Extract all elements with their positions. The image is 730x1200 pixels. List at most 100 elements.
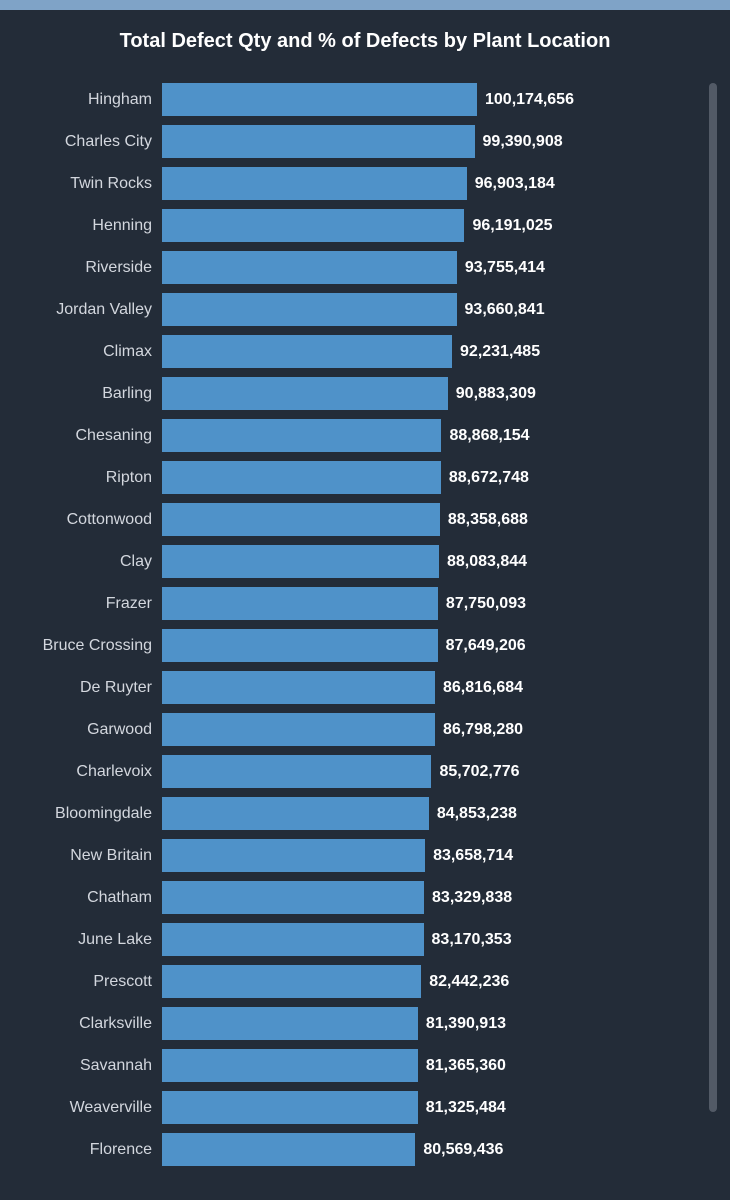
bar-track: 96,191,025 (162, 209, 698, 242)
bar-category-label: Clay (12, 553, 162, 571)
bar-fill[interactable]: 93,755,414 (162, 251, 457, 284)
bar-track: 99,390,908 (162, 125, 698, 158)
bar-row: Florence80,569,436 (12, 1133, 698, 1166)
bar-row: Prescott82,442,236 (12, 965, 698, 998)
bar-value-label: 83,170,353 (424, 931, 512, 949)
bar-row: Ripton88,672,748 (12, 461, 698, 494)
bar-fill[interactable]: 92,231,485 (162, 335, 452, 368)
bar-fill[interactable]: 96,903,184 (162, 167, 467, 200)
bar-track: 88,672,748 (162, 461, 698, 494)
bar-value-label: 81,390,913 (418, 1015, 506, 1033)
bar-row: Twin Rocks96,903,184 (12, 167, 698, 200)
bar-row: Clay88,083,844 (12, 545, 698, 578)
bar-category-label: Charles City (12, 133, 162, 151)
bar-list: Hingham100,174,656Charles City99,390,908… (12, 83, 698, 1166)
bar-track: 92,231,485 (162, 335, 698, 368)
bar-row: Bruce Crossing87,649,206 (12, 629, 698, 662)
bar-value-label: 84,853,238 (429, 805, 517, 823)
bar-value-label: 96,191,025 (464, 217, 552, 235)
bar-value-label: 92,231,485 (452, 343, 540, 361)
bar-value-label: 99,390,908 (475, 133, 563, 151)
scrollbar-thumb[interactable] (709, 83, 717, 1112)
bar-track: 93,755,414 (162, 251, 698, 284)
bar-fill[interactable]: 83,329,838 (162, 881, 424, 914)
bar-fill[interactable]: 86,798,280 (162, 713, 435, 746)
bar-value-label: 82,442,236 (421, 973, 509, 991)
bar-fill[interactable]: 82,442,236 (162, 965, 421, 998)
chart-panel: Total Defect Qty and % of Defects by Pla… (0, 10, 730, 1166)
bar-track: 81,365,360 (162, 1049, 698, 1082)
bar-fill[interactable]: 93,660,841 (162, 293, 457, 326)
bar-row: Chatham83,329,838 (12, 881, 698, 914)
bar-category-label: Ripton (12, 469, 162, 487)
bar-track: 87,649,206 (162, 629, 698, 662)
bar-fill[interactable]: 96,191,025 (162, 209, 464, 242)
bar-category-label: Savannah (12, 1057, 162, 1075)
bar-fill[interactable]: 88,358,688 (162, 503, 440, 536)
bar-value-label: 87,750,093 (438, 595, 526, 613)
bar-value-label: 86,816,684 (435, 679, 523, 697)
bar-row: Bloomingdale84,853,238 (12, 797, 698, 830)
bar-category-label: Chesaning (12, 427, 162, 445)
bar-category-label: Henning (12, 217, 162, 235)
bar-category-label: Twin Rocks (12, 175, 162, 193)
bar-fill[interactable]: 84,853,238 (162, 797, 429, 830)
bar-value-label: 86,798,280 (435, 721, 523, 739)
scrollbar[interactable] (708, 83, 718, 1166)
bar-fill[interactable]: 83,170,353 (162, 923, 424, 956)
bar-value-label: 81,365,360 (418, 1057, 506, 1075)
bar-value-label: 88,868,154 (441, 427, 529, 445)
bar-row: Savannah81,365,360 (12, 1049, 698, 1082)
bar-value-label: 93,755,414 (457, 259, 545, 277)
bar-category-label: Prescott (12, 973, 162, 991)
bar-fill[interactable]: 88,083,844 (162, 545, 439, 578)
bar-category-label: De Ruyter (12, 679, 162, 697)
bar-track: 86,816,684 (162, 671, 698, 704)
bar-value-label: 85,702,776 (431, 763, 519, 781)
bar-fill[interactable]: 90,883,309 (162, 377, 448, 410)
bar-fill[interactable]: 81,390,913 (162, 1007, 418, 1040)
bar-fill[interactable]: 81,365,360 (162, 1049, 418, 1082)
bar-track: 84,853,238 (162, 797, 698, 830)
bar-track: 87,750,093 (162, 587, 698, 620)
bar-fill[interactable]: 85,702,776 (162, 755, 431, 788)
bar-fill[interactable]: 87,649,206 (162, 629, 438, 662)
bar-track: 80,569,436 (162, 1133, 698, 1166)
bar-category-label: Barling (12, 385, 162, 403)
bar-fill[interactable]: 99,390,908 (162, 125, 475, 158)
bar-category-label: June Lake (12, 931, 162, 949)
bar-value-label: 100,174,656 (477, 91, 574, 109)
bar-value-label: 88,083,844 (439, 553, 527, 571)
bar-category-label: Frazer (12, 595, 162, 613)
bar-value-label: 87,649,206 (438, 637, 526, 655)
bar-category-label: Weaverville (12, 1099, 162, 1117)
bar-track: 100,174,656 (162, 83, 698, 116)
bar-fill[interactable]: 88,672,748 (162, 461, 441, 494)
bar-value-label: 88,358,688 (440, 511, 528, 529)
bar-fill[interactable]: 86,816,684 (162, 671, 435, 704)
bar-fill[interactable]: 100,174,656 (162, 83, 477, 116)
bar-fill[interactable]: 83,658,714 (162, 839, 425, 872)
bar-track: 83,170,353 (162, 923, 698, 956)
bar-fill[interactable]: 88,868,154 (162, 419, 441, 452)
bar-row: Frazer87,750,093 (12, 587, 698, 620)
bar-value-label: 96,903,184 (467, 175, 555, 193)
bar-category-label: Clarksville (12, 1015, 162, 1033)
bar-row: Henning96,191,025 (12, 209, 698, 242)
bar-value-label: 80,569,436 (415, 1141, 503, 1159)
bar-row: Jordan Valley93,660,841 (12, 293, 698, 326)
bar-category-label: Garwood (12, 721, 162, 739)
bar-track: 81,325,484 (162, 1091, 698, 1124)
bar-fill[interactable]: 87,750,093 (162, 587, 438, 620)
bar-category-label: Cottonwood (12, 511, 162, 529)
bar-row: Cottonwood88,358,688 (12, 503, 698, 536)
bar-track: 83,329,838 (162, 881, 698, 914)
bar-category-label: Chatham (12, 889, 162, 907)
bar-category-label: Jordan Valley (12, 301, 162, 319)
bar-fill[interactable]: 81,325,484 (162, 1091, 418, 1124)
bar-value-label: 90,883,309 (448, 385, 536, 403)
bar-track: 93,660,841 (162, 293, 698, 326)
bar-track: 83,658,714 (162, 839, 698, 872)
bar-fill[interactable]: 80,569,436 (162, 1133, 415, 1166)
bar-track: 90,883,309 (162, 377, 698, 410)
